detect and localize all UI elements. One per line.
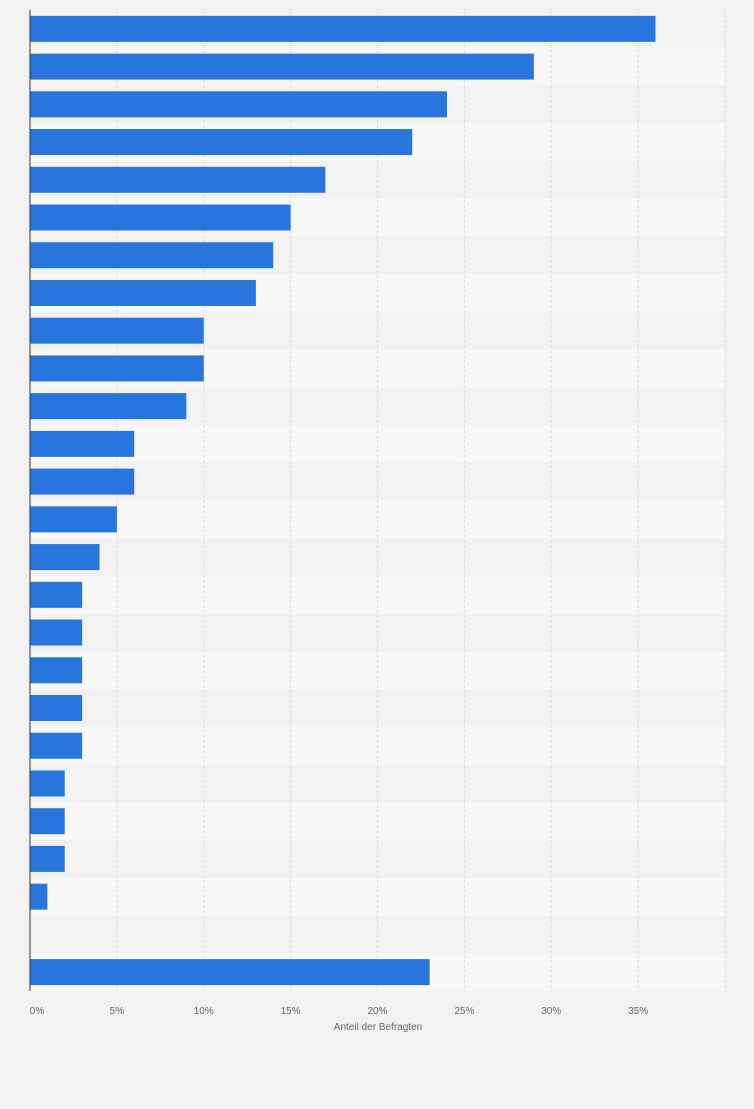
x-tick-label: 5%: [110, 1006, 125, 1017]
bar: [30, 770, 65, 797]
x-tick-label: 10%: [194, 1006, 214, 1017]
x-tick-label: 35%: [628, 1006, 648, 1017]
bar: [30, 279, 256, 306]
bar: [30, 581, 83, 608]
x-tick-label: 20%: [367, 1006, 387, 1017]
bar: [30, 430, 135, 457]
bar: [30, 695, 83, 722]
bar: [30, 53, 534, 80]
bar: [30, 544, 100, 571]
bar: [30, 883, 48, 910]
x-axis-title: Anteil der Befragten: [334, 1022, 422, 1033]
bar: [30, 468, 135, 495]
bar: [30, 317, 204, 344]
bar: [30, 845, 65, 872]
bar: [30, 91, 447, 118]
bar: [30, 355, 204, 382]
bar: [30, 393, 187, 420]
bar: [30, 242, 274, 269]
bar: [30, 204, 291, 231]
x-tick-label: 30%: [541, 1006, 561, 1017]
bar: [30, 129, 413, 156]
bar: [30, 732, 83, 759]
bar: [30, 166, 326, 193]
bar: [30, 506, 117, 533]
bar: [30, 657, 83, 684]
x-axis-tick-labels: 0% 5% 10% 15% 20% 25% 30% 35%: [30, 1006, 648, 1017]
bar: [30, 15, 656, 42]
bar: [30, 959, 430, 986]
grid-lines: [116, 10, 726, 991]
bar-series: [30, 15, 656, 986]
bar: [30, 808, 65, 835]
bar: [30, 619, 83, 646]
x-tick-label: 25%: [454, 1006, 474, 1017]
x-tick-label: 15%: [281, 1006, 301, 1017]
x-tick-label: 0%: [30, 1006, 45, 1017]
